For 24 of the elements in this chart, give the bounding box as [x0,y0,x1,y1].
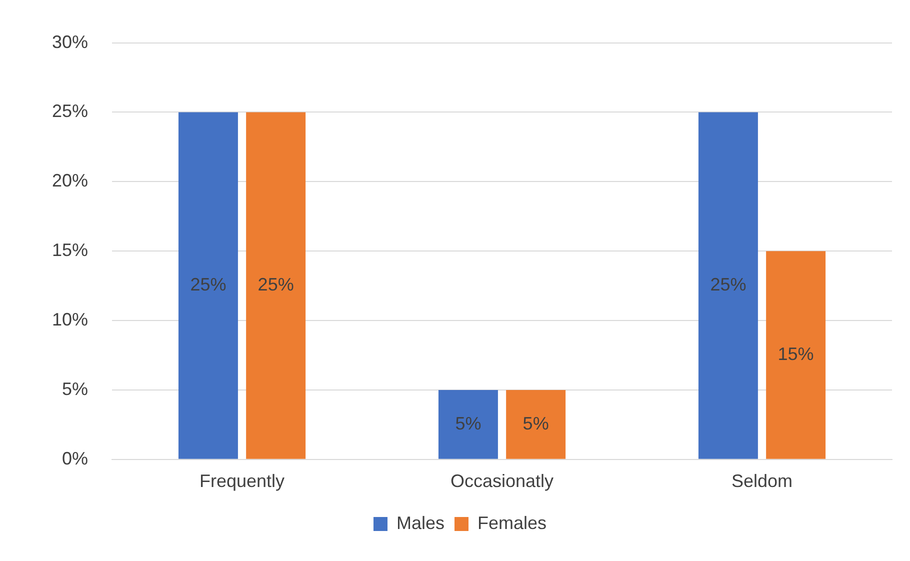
data-label: 25% [190,274,226,295]
legend-label: Females [477,512,547,533]
data-label: 5% [455,413,482,434]
y-tick-label: 0% [62,448,88,468]
data-label: 25% [710,274,746,295]
y-tick-label: 25% [52,101,88,122]
bar [698,112,758,459]
data-label: 5% [522,413,549,434]
bar [506,390,566,459]
bar [766,251,826,459]
y-tick-label: 15% [52,240,88,260]
x-tick-label: Seldom [731,471,793,492]
data-label: 15% [778,344,814,364]
y-tick-label: 30% [52,32,88,52]
y-tick-label: 10% [52,310,88,330]
y-tick-label: 20% [52,170,88,191]
x-tick-label: Occasionatly [450,471,554,492]
y-tick-label: 5% [62,378,88,399]
bar [438,390,498,459]
bar [178,112,238,459]
bar [246,112,306,459]
data-label: 25% [258,274,294,295]
x-tick-label: Frequently [200,471,285,492]
legend-label: Males [396,512,444,533]
